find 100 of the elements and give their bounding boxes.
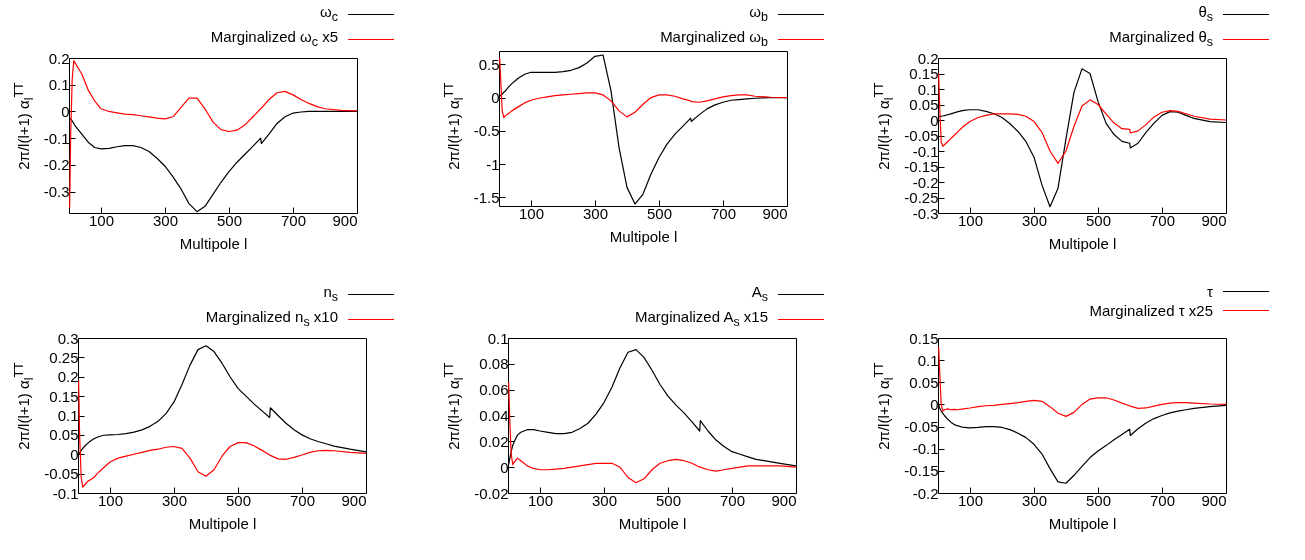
y-tick-label: 0.15	[909, 65, 939, 82]
y-tick-label: 0.05	[909, 96, 939, 113]
legend-label: A$_{s}$	[751, 282, 768, 306]
x-tick-label: 900	[771, 491, 797, 509]
x-tick-label: 500	[216, 211, 243, 229]
x-tick-label: 900	[1201, 211, 1227, 229]
y-tick-label: 0.2	[917, 49, 939, 67]
x-tick-label: 700	[710, 204, 737, 222]
x-tick-label: 700	[1149, 491, 1176, 509]
y-tick-label: -0.1	[52, 484, 79, 502]
x-tick-label: 100	[957, 491, 984, 509]
y-tick-label: -1	[486, 155, 500, 173]
y-tick-label: 0.15	[49, 387, 79, 405]
y-tick-label: -0.2	[43, 156, 70, 174]
y-tick-label: -0.3	[912, 204, 939, 222]
x-tick-label: 900	[762, 204, 788, 222]
line-series	[69, 60, 357, 209]
y-tick-label: 0.05	[49, 426, 79, 444]
y-tick-label: -0.05	[904, 418, 939, 436]
y-tick-label: 0.1	[48, 76, 70, 94]
x-tick-label: 700	[289, 491, 316, 509]
x-tick-label: 700	[719, 491, 746, 509]
x-tick-label: 300	[152, 211, 179, 229]
y-tick-label: 0.25	[49, 348, 79, 366]
x-tick-label: 100	[957, 211, 984, 229]
y-tick-label: 0.06	[479, 381, 509, 399]
y-tick-label: 0.2	[57, 368, 79, 386]
y-tick-label: -0.25	[904, 189, 939, 206]
y-tick-label: 0.1	[917, 80, 939, 98]
x-tick-label: 300	[1021, 211, 1048, 229]
y-tick-label: 0	[491, 89, 500, 107]
y-tick-label: 0.04	[479, 407, 509, 424]
x-tick-label: 300	[1021, 491, 1048, 509]
y-tick-label: 0.02	[479, 432, 509, 450]
x-tick-label: 100	[97, 491, 124, 509]
y-tick-label: -0.02	[474, 484, 509, 502]
line-series	[938, 346, 1226, 417]
legend-label: θ$_{s}$	[1198, 2, 1213, 26]
x-axis-title: Multipole l	[618, 514, 687, 532]
y-tick-label: 0	[70, 445, 79, 463]
y-tick-label: 0.3	[57, 329, 79, 347]
y-tick-label: 0.08	[479, 355, 509, 373]
legend-label: Marginalized n$_{s}$ x10	[205, 307, 338, 331]
x-tick-label: 100	[88, 211, 115, 229]
legend-label: n$_{s}$	[323, 282, 338, 306]
x-tick-label: 500	[646, 204, 673, 222]
x-tick-label: 500	[1085, 491, 1112, 509]
x-axis-title: Multipole l	[188, 514, 257, 532]
y-tick-label: -0.2	[912, 484, 939, 502]
legend-label: ω$_{b}$	[749, 2, 768, 26]
x-axis-title: Multipole l	[179, 234, 248, 252]
y-tick-label: 0	[930, 111, 939, 129]
y-tick-label: 0	[930, 395, 939, 413]
y-tick-label: 0.1	[57, 407, 79, 424]
x-tick-label: 900	[341, 491, 367, 509]
y-tick-label: -0.05	[44, 465, 79, 483]
x-tick-label: 500	[655, 491, 682, 509]
y-tick-label: -0.1	[43, 129, 70, 147]
y-tick-label: -0.3	[43, 183, 70, 201]
legend-label: τ	[1207, 282, 1213, 301]
x-axis-title: Multipole l	[1048, 234, 1117, 252]
line-series	[508, 381, 796, 484]
x-tick-label: 900	[332, 211, 358, 229]
line-series	[938, 72, 1226, 164]
y-tick-label: 0	[61, 102, 70, 120]
legend-label: Marginalized A$_{s}$ x15	[635, 307, 768, 331]
y-tick-label: 0.2	[48, 49, 70, 67]
y-tick-label: 0.15	[909, 329, 939, 347]
y-tick-label: 0.5	[478, 55, 500, 73]
y-tick-label: -1.5	[473, 188, 500, 206]
x-tick-label: 300	[582, 204, 609, 222]
legend-label: Marginalized τ x25	[1089, 301, 1213, 320]
x-tick-label: 500	[1085, 211, 1112, 229]
y-tick-label: -0.1	[912, 142, 939, 160]
y-tick-label: 0.1	[487, 329, 509, 347]
y-tick-label: -0.05	[904, 127, 939, 144]
legend-label: ω$_{c}$	[320, 2, 338, 26]
legend-label: Marginalized θ$_{s}$	[1109, 27, 1213, 51]
y-tick-label: -0.2	[912, 173, 939, 191]
y-tick-label: 0.1	[917, 351, 939, 369]
y-tick-label: -0.1	[912, 440, 939, 458]
line-series	[78, 380, 366, 488]
x-tick-label: 300	[591, 491, 618, 509]
x-tick-label: 300	[161, 491, 188, 509]
legend-label: Marginalized ω$_{c}$ x5	[210, 27, 338, 51]
x-tick-label: 700	[1149, 211, 1176, 229]
x-axis-title: Multipole l	[1048, 514, 1117, 532]
y-tick-label: -0.15	[904, 462, 939, 480]
y-tick-label: 0	[500, 458, 509, 476]
x-tick-label: 100	[527, 491, 554, 509]
line-series	[499, 57, 787, 119]
y-tick-label: -0.15	[904, 158, 939, 175]
x-tick-label: 900	[1201, 491, 1227, 509]
x-axis-title: Multipole l	[609, 227, 678, 245]
x-tick-label: 100	[518, 204, 545, 222]
y-tick-label: -0.5	[473, 122, 500, 140]
legend-label: Marginalized ω$_{b}$	[660, 27, 768, 51]
x-tick-label: 500	[225, 491, 252, 509]
x-tick-label: 700	[280, 211, 307, 229]
y-tick-label: 0.05	[909, 373, 939, 391]
